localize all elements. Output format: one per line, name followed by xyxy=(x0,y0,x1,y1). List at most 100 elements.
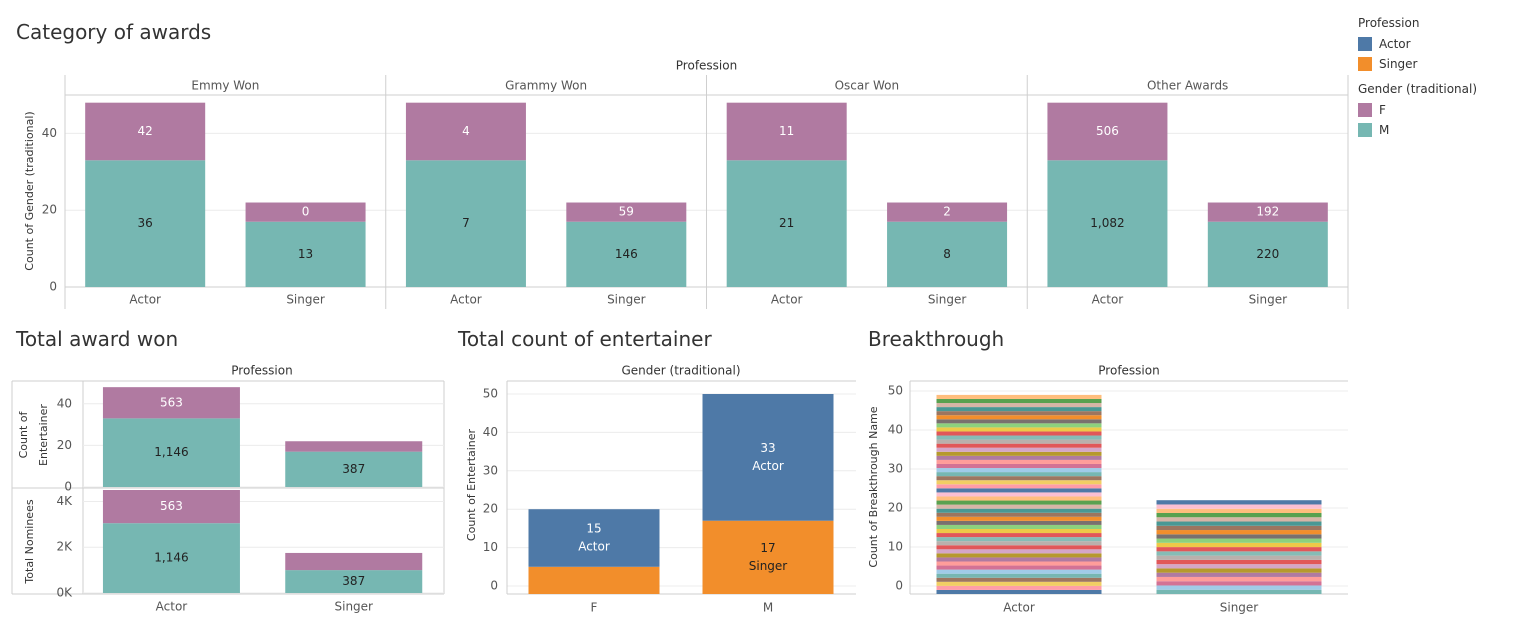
breakthrough-bar-segment-actor xyxy=(936,459,1102,464)
total-award-y-label-line-2: Entertainer xyxy=(37,404,50,466)
legend-swatch-female xyxy=(1358,103,1372,117)
legend-label-female: F xyxy=(1379,103,1386,117)
breakthrough-bar-segment-actor xyxy=(936,439,1102,444)
entertainer-data-label: 33 xyxy=(760,441,775,455)
breakthrough-bar-segment-actor xyxy=(936,435,1102,440)
title-breakthrough: Breakthrough xyxy=(868,327,1005,351)
entertainer-x-tick-label: M xyxy=(763,601,773,615)
total-award-bar-actor-M xyxy=(102,523,240,593)
breakthrough-bar-segment-actor xyxy=(936,589,1102,594)
entertainer-bar-f-singer xyxy=(528,566,660,594)
awards-bar-emmy-won-singer-F xyxy=(245,202,366,222)
awards-bar-grammy-won-actor-M xyxy=(405,160,526,287)
legend-label-male: M xyxy=(1379,123,1390,137)
awards-data-label: 2 xyxy=(943,205,951,219)
breakthrough-bar-segment-actor xyxy=(936,455,1102,460)
total-award-data-label: 1,146 xyxy=(154,551,188,565)
total-award-column-header: Profession xyxy=(231,364,292,378)
legend-item-singer[interactable]: Singer xyxy=(1358,54,1477,74)
breakthrough-bar-segment-singer xyxy=(1156,508,1322,513)
awards-bar-grammy-won-singer-F xyxy=(566,202,687,222)
breakthrough-y-tick-label: 0 xyxy=(895,579,903,593)
total-award-y-tick-label: 4K xyxy=(56,494,73,508)
legend-label-singer: Singer xyxy=(1379,57,1418,71)
awards-data-label: 36 xyxy=(138,216,153,230)
entertainer-y-tick-label: 0 xyxy=(490,579,498,593)
awards-data-label: 13 xyxy=(298,247,313,261)
awards-y-tick-label: 40 xyxy=(42,126,57,140)
breakthrough-bar-segment-singer xyxy=(1156,559,1322,565)
legend-swatch-male xyxy=(1358,123,1372,137)
breakthrough-bar-segment-actor xyxy=(936,447,1102,452)
total-award-bar-actor-F xyxy=(102,490,240,524)
title-total-count-of-entertainer: Total count of entertainer xyxy=(458,327,712,351)
breakthrough-bar-segment-actor xyxy=(936,427,1102,432)
breakthrough-y-tick-label: 10 xyxy=(888,540,903,554)
breakthrough-bar-segment-actor xyxy=(936,573,1102,578)
breakthrough-bar-segment-singer xyxy=(1156,538,1322,543)
entertainer-data-sublabel: Singer xyxy=(749,559,788,573)
breakthrough-bar-segment-actor xyxy=(936,423,1102,428)
awards-y-axis-label: Count of Gender (traditional) xyxy=(23,111,36,270)
breakthrough-bar-segment-actor xyxy=(936,463,1102,469)
entertainer-data-label: 15 xyxy=(586,522,601,536)
breakthrough-bar-segment-actor xyxy=(936,407,1102,412)
breakthrough-bar-segment-actor xyxy=(936,569,1102,574)
breakthrough-bar-segment-singer xyxy=(1156,568,1322,573)
breakthrough-bar-segment-actor xyxy=(936,585,1102,590)
breakthrough-bar-segment-actor xyxy=(936,398,1102,404)
legend-item-female[interactable]: F xyxy=(1358,100,1477,120)
breakthrough-bar-segment-singer xyxy=(1156,576,1322,582)
breakthrough-bar-segment-actor xyxy=(936,520,1102,525)
entertainer-data-label: 17 xyxy=(760,541,775,555)
breakthrough-bar-segment-actor xyxy=(936,419,1102,424)
total-award-bar-singer-F xyxy=(285,552,423,571)
legend-item-actor[interactable]: Actor xyxy=(1358,34,1477,54)
awards-data-label: 42 xyxy=(138,124,153,138)
breakthrough-column-header: Profession xyxy=(1098,364,1159,378)
breakthrough-bar-segment-actor xyxy=(936,488,1102,493)
entertainer-bar-m-singer xyxy=(702,520,834,594)
breakthrough-bar-segment-actor xyxy=(936,541,1102,546)
breakthrough-y-tick-label: 40 xyxy=(888,423,903,437)
breakthrough-bar-segment-actor xyxy=(936,443,1102,448)
breakthrough-bar-segment-singer xyxy=(1156,517,1322,522)
breakthrough-bar-segment-actor xyxy=(936,500,1102,505)
awards-x-tick-label: Singer xyxy=(928,293,967,307)
total-award-data-label: 563 xyxy=(160,499,183,513)
awards-data-label: 8 xyxy=(943,247,951,261)
breakthrough-bar-segment-actor xyxy=(936,394,1102,399)
awards-data-label: 192 xyxy=(1256,205,1279,219)
total-award-y-tick-label: 0 xyxy=(64,480,72,494)
total-award-bar-actor-F xyxy=(102,387,240,419)
breakthrough-bar-segment-actor xyxy=(936,415,1102,420)
breakthrough-bar-segment-actor xyxy=(936,581,1102,586)
awards-bar-grammy-won-singer-M xyxy=(566,221,687,287)
awards-x-tick-label: Singer xyxy=(286,293,325,307)
awards-bar-oscar-won-singer-F xyxy=(887,202,1008,222)
breakthrough-bar-segment-singer xyxy=(1156,555,1322,560)
entertainer-y-tick-label: 40 xyxy=(483,425,498,439)
awards-data-label: 1,082 xyxy=(1090,216,1124,230)
legend-swatch-actor xyxy=(1358,37,1372,51)
awards-bar-emmy-won-singer-M xyxy=(245,221,366,287)
awards-data-label: 7 xyxy=(462,216,470,230)
breakthrough-bar-segment-singer xyxy=(1156,521,1322,526)
total-award-x-tick-label: Actor xyxy=(156,600,188,614)
breakthrough-bar-segment-actor xyxy=(936,524,1102,529)
entertainer-bar-f-actor xyxy=(528,509,660,567)
breakthrough-bar-segment-actor xyxy=(936,508,1102,513)
breakthrough-bar-segment-singer xyxy=(1156,581,1322,586)
awards-bar-other-awards-actor-M xyxy=(1047,160,1168,287)
legend-item-male[interactable]: M xyxy=(1358,120,1477,140)
entertainer-y-tick-label: 10 xyxy=(483,540,498,554)
breakthrough-bar-segment-actor xyxy=(936,504,1102,509)
awards-bar-oscar-won-actor-F xyxy=(726,102,847,161)
breakthrough-bar-segment-actor xyxy=(936,411,1102,416)
entertainer-y-axis-label: Count of Entertainer xyxy=(465,428,478,541)
entertainer-data-sublabel: Actor xyxy=(578,540,610,554)
awards-data-label: 21 xyxy=(779,216,794,230)
breakthrough-bar-segment-actor xyxy=(936,492,1102,497)
awards-panel-header-emmy-won: Emmy Won xyxy=(191,79,259,93)
total-award-y-tick-label: 2K xyxy=(56,540,73,554)
